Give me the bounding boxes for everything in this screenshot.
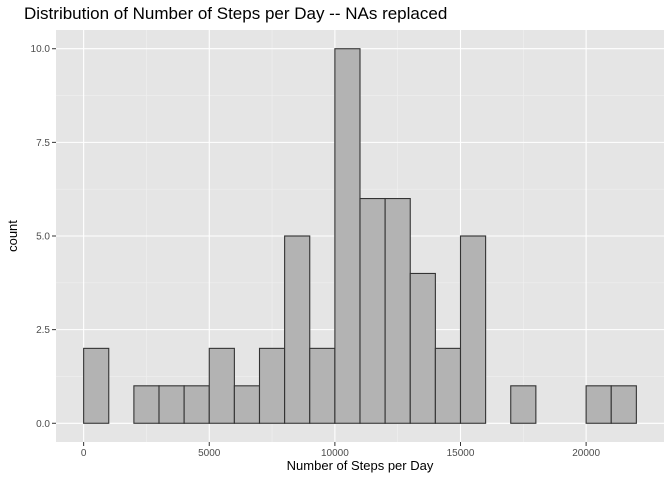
histogram-bar — [359, 197, 386, 424]
y-tick-label: 10.0 — [31, 44, 51, 55]
histogram-bar — [434, 347, 462, 424]
histogram-bar — [459, 235, 487, 424]
histogram-bar — [309, 347, 336, 424]
histogram-bar — [233, 385, 261, 424]
y-axis-title: count — [5, 220, 20, 252]
y-tick-label: 7.5 — [36, 138, 50, 149]
histogram-bar — [183, 385, 210, 424]
histogram-bar — [610, 385, 637, 424]
histogram-bar — [334, 48, 361, 424]
x-tick-label: 20000 — [572, 448, 600, 459]
chart-title: Distribution of Number of Steps per Day … — [24, 4, 448, 23]
histogram-bar — [158, 385, 185, 424]
x-tick-label: 5000 — [198, 448, 221, 459]
y-axis: 0.0 2.5 5.0 7.5 10.0 — [31, 44, 56, 430]
y-tick-label: 5.0 — [36, 232, 50, 243]
histogram-bar — [258, 347, 286, 424]
y-tick-label: 0.0 — [36, 419, 50, 430]
x-tick-label: 10000 — [321, 448, 349, 459]
histogram-bar — [83, 347, 110, 424]
histogram-bar — [585, 385, 612, 424]
x-tick-label: 15000 — [447, 448, 475, 459]
x-axis-title: Number of Steps per Day — [287, 458, 434, 473]
y-tick-label: 2.5 — [36, 325, 50, 336]
histogram-bar — [409, 272, 436, 424]
histogram-bar — [284, 235, 311, 424]
histogram-bar — [208, 347, 235, 424]
bars — [83, 48, 637, 424]
histogram-bar — [384, 197, 411, 424]
histogram-bar — [133, 385, 160, 424]
x-tick-label: 0 — [81, 448, 87, 459]
x-axis: 0 5000 10000 15000 20000 — [81, 442, 600, 459]
histogram-bar — [510, 385, 537, 424]
